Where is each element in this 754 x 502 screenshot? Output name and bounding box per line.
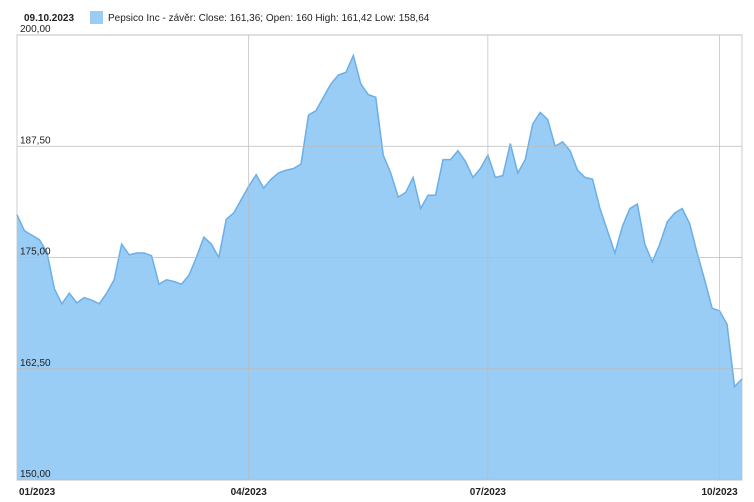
x-tick-label: 01/2023 <box>19 487 56 498</box>
y-tick-label: 200,00 <box>20 24 51 35</box>
legend-swatch <box>90 11 103 24</box>
x-tick-label: 10/2023 <box>701 487 738 498</box>
y-tick-label: 175,00 <box>20 247 51 258</box>
x-tick-label: 04/2023 <box>231 487 268 498</box>
y-tick-label: 150,00 <box>20 469 51 480</box>
area-line <box>16 53 743 389</box>
y-tick-label: 162,50 <box>20 358 51 369</box>
date-label: 09.10.2023 <box>24 13 74 24</box>
area <box>17 55 742 480</box>
y-tick-label: 187,50 <box>20 135 51 146</box>
x-tick-label: 07/2023 <box>470 487 507 498</box>
legend-label: Pepsico Inc - závěr: Close: 161,36; Open… <box>108 13 430 24</box>
